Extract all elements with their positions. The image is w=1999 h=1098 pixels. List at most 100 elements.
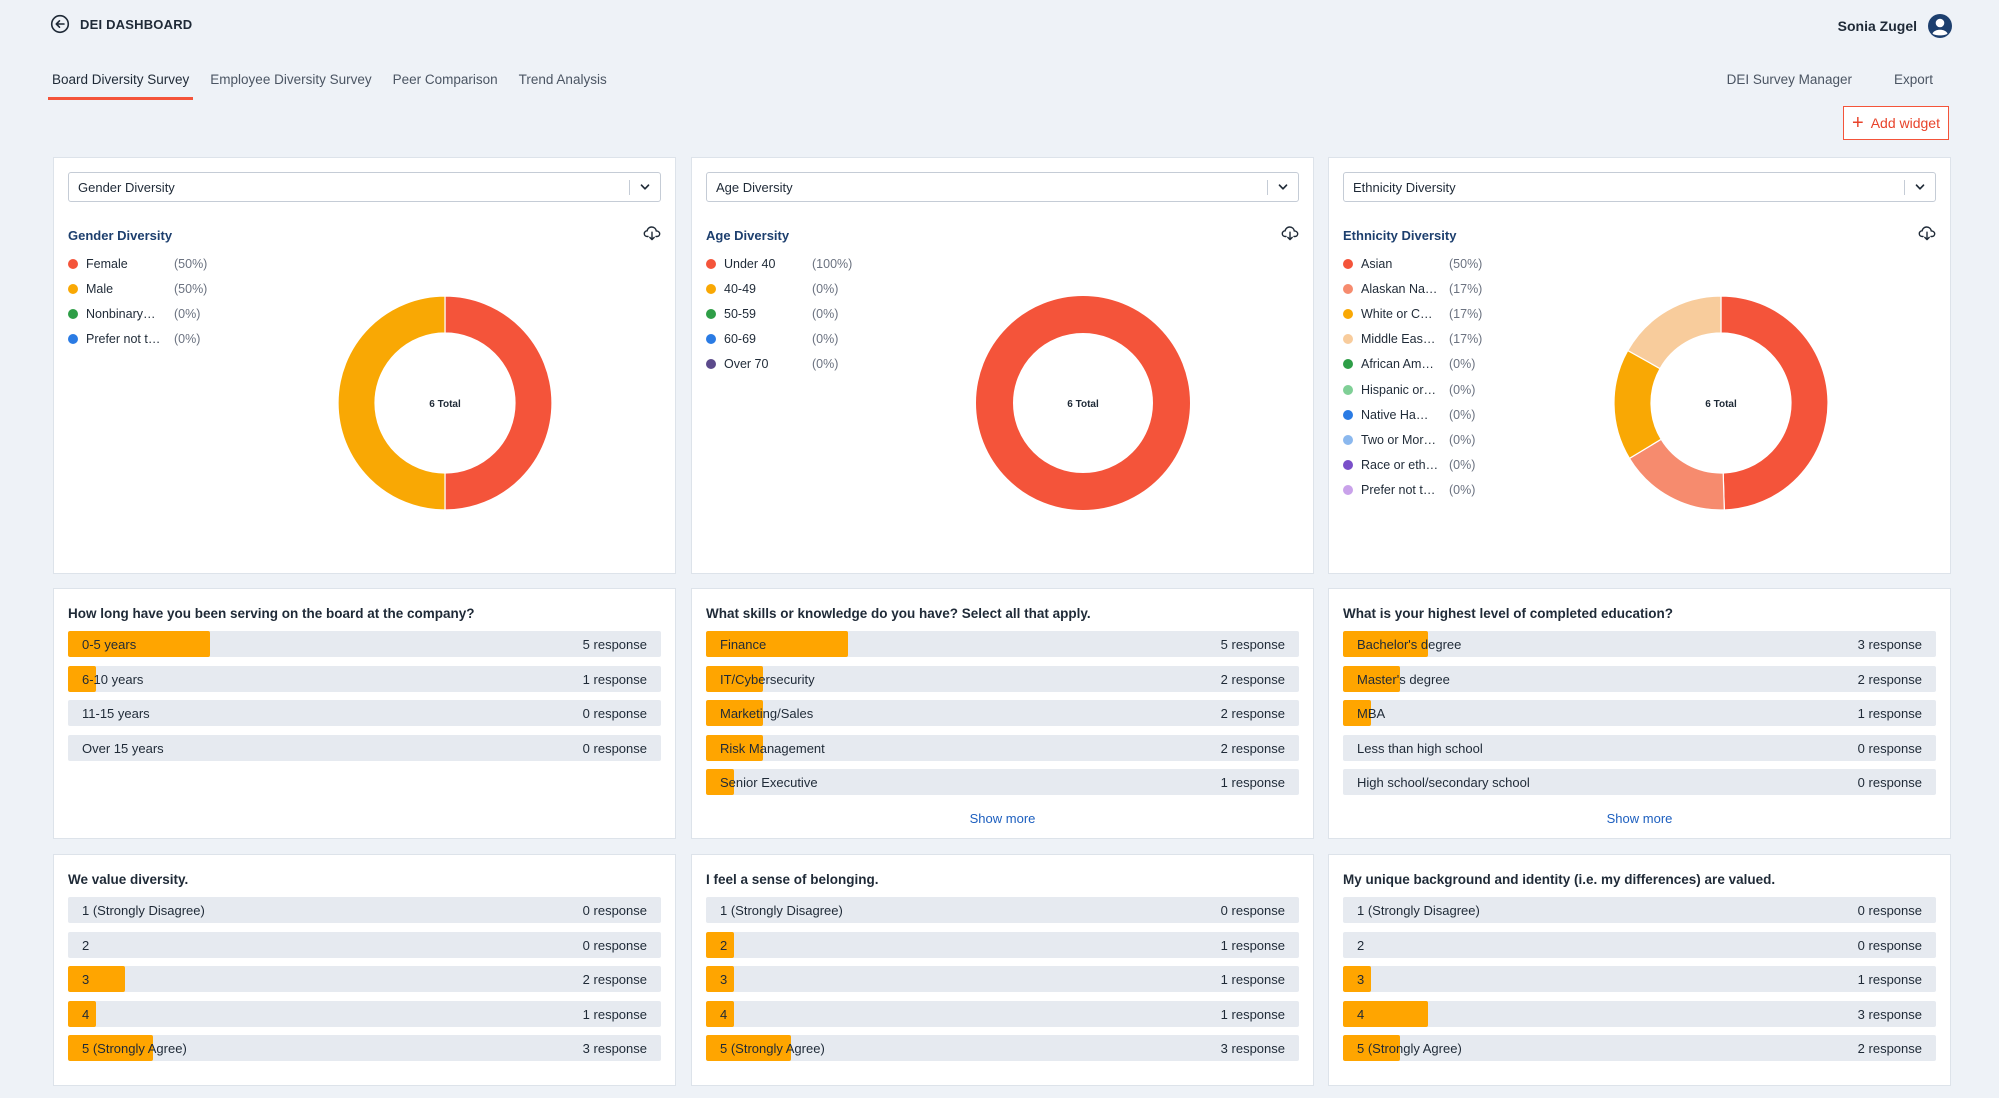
response-label: IT/Cybersecurity bbox=[720, 671, 815, 687]
legend-item-male[interactable]: Male (50%) bbox=[68, 276, 207, 301]
legend-percent: (0%) bbox=[174, 332, 201, 347]
response-bar-5-strongly-agree[interactable]: 5 (Strongly Agree) 3 response bbox=[68, 1035, 661, 1062]
response-bar-3[interactable]: 3 1 response bbox=[706, 966, 1299, 993]
response-bar-mba[interactable]: MBA 1 response bbox=[1343, 700, 1936, 727]
legend-item-prefer-not-t[interactable]: Prefer not t… (0%) bbox=[1343, 478, 1482, 503]
legend-label: Native Ha… bbox=[1361, 407, 1429, 422]
response-bar-bachelor-s-degree[interactable]: Bachelor's degree 3 response bbox=[1343, 631, 1936, 657]
tab-trend-analysis[interactable]: Trend Analysis bbox=[518, 72, 607, 87]
donut-slice-middle-eas[interactable] bbox=[1626, 295, 1722, 370]
response-bar-it-cybersecurity[interactable]: IT/Cybersecurity 2 response bbox=[706, 665, 1299, 692]
response-bar-4[interactable]: 4 1 response bbox=[706, 1000, 1299, 1027]
legend-percent: (0%) bbox=[1449, 357, 1476, 372]
response-label: 3 bbox=[82, 972, 90, 988]
user-name: Sonia Zugel bbox=[1837, 18, 1917, 34]
add-widget-button[interactable]: + Add widget bbox=[1843, 106, 1949, 140]
tab-employee-diversity-survey[interactable]: Employee Diversity Survey bbox=[210, 72, 372, 87]
response-bar-4[interactable]: 4 3 response bbox=[1343, 1000, 1936, 1027]
legend-item-40-49[interactable]: 40-49 (0%) bbox=[706, 276, 852, 301]
legend-item-female[interactable]: Female (50%) bbox=[68, 251, 207, 276]
response-bar-3[interactable]: 3 1 response bbox=[1343, 966, 1936, 993]
response-bar-2[interactable]: 2 0 response bbox=[68, 931, 661, 958]
response-bar-1-strongly-disagree[interactable]: 1 (Strongly Disagree) 0 response bbox=[68, 897, 661, 923]
legend-item-under-40[interactable]: Under 40 (100%) bbox=[706, 251, 852, 276]
response-bar-5-strongly-agree[interactable]: 5 (Strongly Agree) 2 response bbox=[1343, 1035, 1936, 1062]
plus-icon: + bbox=[1852, 112, 1864, 134]
response-bar-2[interactable]: 2 0 response bbox=[1343, 931, 1936, 958]
donut-slice-female[interactable] bbox=[444, 295, 553, 511]
donut-slice-male[interactable] bbox=[337, 295, 446, 511]
response-bar-1-strongly-disagree[interactable]: 1 (Strongly Disagree) 0 response bbox=[1343, 897, 1936, 923]
legend-item-white-or-c[interactable]: White or C… (17%) bbox=[1343, 301, 1482, 326]
chart-legend: Asian (50%) Alaskan Na… (17%) White or C… (17… bbox=[1343, 251, 1482, 503]
response-count: 1 response bbox=[1857, 706, 1922, 722]
show-more-link[interactable]: Show more bbox=[1606, 811, 1673, 826]
chart-select-ethnicity[interactable]: Ethnicity Diversity bbox=[1343, 172, 1936, 202]
response-count: 1 response bbox=[1220, 972, 1285, 988]
response-bar-5-strongly-agree[interactable]: 5 (Strongly Agree) 3 response bbox=[706, 1035, 1299, 1062]
response-count: 1 response bbox=[582, 1006, 647, 1022]
response-bar-risk-management[interactable]: Risk Management 2 response bbox=[706, 734, 1299, 761]
response-label: Finance bbox=[720, 637, 767, 652]
show-more-link[interactable]: Show more bbox=[969, 811, 1036, 826]
legend-percent: (0%) bbox=[812, 357, 839, 372]
donut-slice-under-40[interactable] bbox=[976, 296, 1190, 510]
back-arrow-icon[interactable] bbox=[50, 14, 70, 34]
response-bar-senior-executive[interactable]: Senior Executive 1 response bbox=[706, 769, 1299, 796]
legend-swatch bbox=[1343, 384, 1353, 395]
response-bar-11-15-years[interactable]: 11-15 years 0 response bbox=[68, 700, 661, 727]
legend-item-asian[interactable]: Asian (50%) bbox=[1343, 251, 1482, 276]
cloud-download-icon[interactable] bbox=[1918, 224, 1936, 242]
tab-board-diversity-survey[interactable]: Board Diversity Survey bbox=[48, 72, 194, 100]
legend-item-middle-eas[interactable]: Middle Eas… (17%) bbox=[1343, 327, 1482, 352]
response-bar-marketing-sales[interactable]: Marketing/Sales 2 response bbox=[706, 700, 1299, 727]
response-bar-less-than-high-school[interactable]: Less than high school 0 response bbox=[1343, 734, 1936, 761]
response-label: 1 (Strongly Disagree) bbox=[1357, 903, 1480, 918]
legend-label: White or C… bbox=[1361, 306, 1433, 321]
response-label: 2 bbox=[1357, 937, 1365, 953]
legend-swatch bbox=[68, 334, 78, 345]
legend-item-hispanic-or[interactable]: Hispanic or… (0%) bbox=[1343, 377, 1482, 402]
legend-item-nonbinary[interactable]: Nonbinary… (0%) bbox=[68, 301, 207, 326]
user-menu[interactable]: Sonia Zugel bbox=[1838, 13, 1953, 39]
response-bar-high-school-secondary-school[interactable]: High school/secondary school 0 response bbox=[1343, 769, 1936, 796]
response-bar-1-strongly-disagree[interactable]: 1 (Strongly Disagree) 0 response bbox=[706, 897, 1299, 923]
response-bar-fill bbox=[68, 665, 97, 692]
cloud-download-icon[interactable] bbox=[1281, 224, 1299, 242]
chart-select-gender[interactable]: Gender Diversity bbox=[68, 172, 661, 202]
dropdown-separator bbox=[1904, 180, 1905, 195]
response-label: MBA bbox=[1357, 706, 1386, 722]
legend-item-50-59[interactable]: 50-59 (0%) bbox=[706, 301, 852, 326]
legend-item-native-ha[interactable]: Native Ha… (0%) bbox=[1343, 402, 1482, 427]
donut-slice-asian[interactable] bbox=[1720, 295, 1829, 511]
legend-item-two-or-mor[interactable]: Two or Mor… (0%) bbox=[1343, 427, 1482, 452]
response-bar-finance[interactable]: Finance 5 response bbox=[706, 631, 1299, 657]
legend-item-60-69[interactable]: 60-69 (0%) bbox=[706, 327, 852, 352]
response-bar-master-s-degree[interactable]: Master's degree 2 response bbox=[1343, 665, 1936, 692]
dei-survey-manager-link[interactable]: DEI Survey Manager bbox=[1726, 72, 1852, 87]
response-count: 0 response bbox=[582, 706, 647, 722]
response-count: 0 response bbox=[1857, 937, 1922, 953]
legend-item-alaskan-na[interactable]: Alaskan Na… (17%) bbox=[1343, 276, 1482, 301]
tab-peer-comparison[interactable]: Peer Comparison bbox=[392, 72, 498, 87]
legend-percent: (0%) bbox=[1449, 432, 1476, 447]
legend-label: 60-69 bbox=[724, 332, 756, 347]
chart-select-age[interactable]: Age Diversity bbox=[706, 172, 1299, 202]
donut-slice-white-or-c[interactable] bbox=[1613, 349, 1662, 460]
legend-item-african-am[interactable]: African Am… (0%) bbox=[1343, 352, 1482, 377]
response-bar-6-10-years[interactable]: 6-10 years 1 response bbox=[68, 665, 661, 692]
response-count: 0 response bbox=[582, 903, 647, 918]
legend-item-race-or-eth[interactable]: Race or eth… (0%) bbox=[1343, 453, 1482, 478]
response-bar-4[interactable]: 4 1 response bbox=[68, 1000, 661, 1027]
response-bar-3[interactable]: 3 2 response bbox=[68, 966, 661, 993]
response-bar-0-5-years[interactable]: 0-5 years 5 response bbox=[68, 631, 661, 657]
response-label: 1 (Strongly Disagree) bbox=[82, 903, 205, 918]
response-bar-over-15-years[interactable]: Over 15 years 0 response bbox=[68, 734, 661, 761]
export-link[interactable]: Export bbox=[1893, 72, 1933, 87]
cloud-download-icon[interactable] bbox=[643, 224, 661, 242]
legend-item-prefer-not-t[interactable]: Prefer not t… (0%) bbox=[68, 327, 207, 352]
response-bar-2[interactable]: 2 1 response bbox=[706, 931, 1299, 958]
legend-item-over-70[interactable]: Over 70 (0%) bbox=[706, 352, 852, 377]
response-bars: 1 (Strongly Disagree) 0 response 2 1 respon… bbox=[706, 897, 1299, 1070]
chart-card-ethnicity: Ethnicity Diversity Ethnicity Diversity … bbox=[1328, 157, 1951, 574]
